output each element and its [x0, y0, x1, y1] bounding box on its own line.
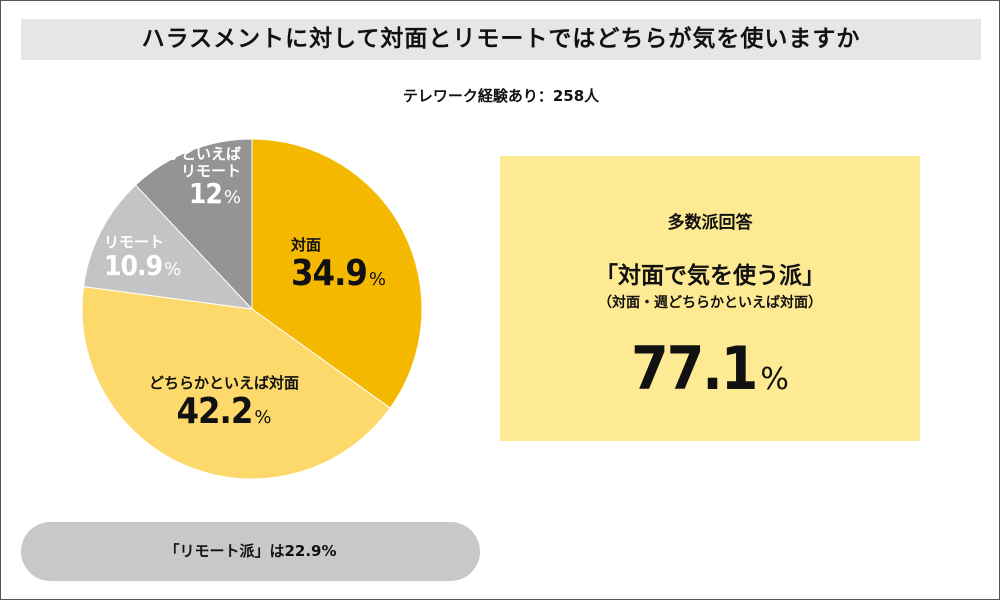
slice-label-taimen: 対面 34.9%	[291, 237, 386, 293]
chart-title: ハラスメントに対して対面とリモートではどちらが気を使いますか	[141, 26, 861, 52]
majority-summary-box: 多数派回答 「対面で気を使う派」 （対面・週どちらかといえば対面） 77.1%	[500, 156, 920, 441]
pie-slice-taimen	[251, 138, 423, 409]
summary-heading: 多数派回答	[667, 213, 753, 233]
slice-value-remote: 10.9	[104, 248, 163, 282]
chart-subtitle: テレワーク経験あり：258人	[402, 87, 600, 105]
slice-value-dochirakato-taimen: 42.2	[176, 390, 253, 432]
slice-label-remote: リモート 10.9%	[104, 234, 181, 281]
summary-value: 77.1	[631, 334, 758, 404]
pie-slice-remote	[82, 184, 254, 310]
slice-unit-taimen: %	[368, 268, 387, 290]
pie-slice-dochirakato-remote	[134, 138, 253, 311]
slice-value-dochirakato-remote: 12	[188, 177, 223, 210]
title-band	[21, 19, 981, 60]
slice-label-dochirakato-taimen: どちらかといえば対面 42.2%	[139, 375, 309, 431]
summary-main-label: 「対面で気を使う派」	[595, 263, 825, 289]
slice-label-dochirakato-remote: どちらかといえば リモート 12%	[85, 146, 241, 210]
summary-unit: %	[760, 362, 789, 397]
slice-name-remote: リモート	[104, 233, 165, 251]
slice-name-taimen: 対面	[291, 236, 322, 254]
slice-unit-remote: %	[164, 258, 182, 280]
slice-value-taimen: 34.9	[291, 252, 368, 294]
remote-faction-note: 「リモート派」は22.9%	[21, 522, 480, 581]
slice-name-dochirakato-remote-line1: どちらかといえば	[120, 145, 241, 163]
slice-name-dochirakato-remote-line2: リモート	[180, 161, 241, 180]
slice-name-dochirakato-taimen: どちらかといえば対面	[148, 374, 299, 392]
slice-unit-dochirakato-taimen: %	[254, 406, 272, 428]
summary-result: 77.1%	[500, 334, 920, 404]
summary-sub-label: （対面・週どちらかといえば対面）	[598, 295, 822, 311]
pie-slice-dochirakato-taimen	[81, 286, 391, 480]
slice-unit-dochirakato-remote: %	[223, 187, 241, 208]
